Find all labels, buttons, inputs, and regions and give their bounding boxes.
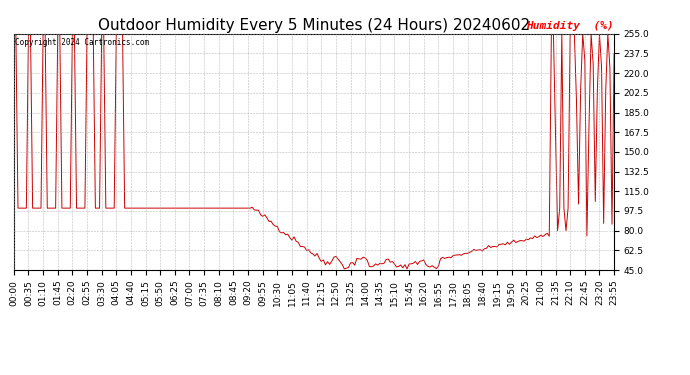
Title: Outdoor Humidity Every 5 Minutes (24 Hours) 20240602: Outdoor Humidity Every 5 Minutes (24 Hou…	[98, 18, 530, 33]
Text: Copyright 2024 Cartronics.com: Copyright 2024 Cartronics.com	[15, 39, 149, 48]
Text: Humidity  (%): Humidity (%)	[526, 21, 614, 32]
